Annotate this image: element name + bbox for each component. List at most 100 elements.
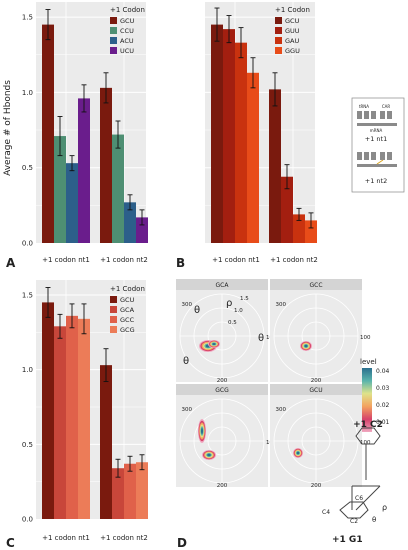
bar <box>54 326 66 519</box>
bar <box>54 136 66 243</box>
panel-a: 0.0 0.5 1.0 1.5 +1 codon nt1 +1 codon nt2 A… <box>6 2 148 270</box>
panel-a-legend-title: +1 Codon <box>110 6 145 14</box>
theta-tick: 200 <box>217 483 228 489</box>
legend-label: GCU <box>120 296 135 304</box>
polar-theta-label-left: θ <box>194 305 200 316</box>
bar <box>124 202 136 243</box>
facet-title: GCU <box>309 387 322 394</box>
level-tick: 0.02 <box>376 402 390 409</box>
legend-swatch <box>275 47 282 54</box>
legend-label: ACU <box>120 37 134 45</box>
bar <box>112 468 124 519</box>
legend-swatch <box>275 17 282 24</box>
legend-label: GCU <box>120 17 135 25</box>
panel-b: +1 codon nt1 +1 codon nt2 B +1 Codon GCU… <box>176 2 405 270</box>
panel-c-y-ticks: 0.0 0.5 1.0 1.5 <box>22 291 33 523</box>
legend-label: GCU <box>285 17 300 25</box>
c2-atom-label: C2 <box>350 518 358 525</box>
r-tick: 1.0 <box>234 308 243 314</box>
y-tick-label: 0.5 <box>22 441 33 449</box>
panel-d-facets: GCA1002003000.51.01.5GCC100200300GCG1002… <box>176 279 371 489</box>
bar <box>305 220 317 243</box>
schematic-nt1-label: +1 nt1 <box>365 135 387 143</box>
legend-swatch <box>110 296 117 303</box>
panel-a-label: A <box>6 256 16 270</box>
polar-theta-label-lower: θ <box>183 356 189 367</box>
y-tick-label: 0.0 <box>22 240 33 248</box>
bar <box>112 134 124 243</box>
density-contour <box>304 344 308 348</box>
bar <box>211 24 223 243</box>
schematic-trna-label: tRNA <box>359 104 369 109</box>
facet-title: GCA <box>216 282 230 289</box>
level-legend-title: level <box>360 358 377 366</box>
schematic-nt2-label: +1 nt2 <box>365 177 387 185</box>
theta-tick: 300 <box>276 302 287 308</box>
theta-tick: 200 <box>311 378 322 384</box>
polar-rho-label: ρ <box>226 298 232 309</box>
c2-label: +1 C2 <box>353 420 383 430</box>
panel-a-xlabel-nt1: +1 codon nt1 <box>42 256 90 264</box>
theta-label: θ <box>372 516 376 524</box>
theta-tick: 300 <box>182 407 193 413</box>
theta-tick: 200 <box>217 378 228 384</box>
panel-b-legend: GCU GUU GAU GGU <box>275 17 300 55</box>
bar <box>269 89 281 243</box>
theta-tick: 100 <box>360 440 371 446</box>
schematic-nt2-drawing <box>357 152 397 167</box>
panel-b-xlabel-nt2: +1 codon nt2 <box>270 256 318 264</box>
bar <box>100 365 112 519</box>
theta-tick: 300 <box>276 407 287 413</box>
rho-label: ρ <box>382 503 387 512</box>
panel-a-bars <box>42 9 148 244</box>
legend-label: CCU <box>120 27 134 35</box>
bar <box>66 315 78 519</box>
c2-ring <box>355 427 381 445</box>
legend-swatch <box>110 306 117 313</box>
legend-swatch <box>110 27 117 34</box>
binding-schematic: tRNA CAR mRNA +1 nt1 +1 nt2 <box>351 97 405 193</box>
legend-label: GGU <box>285 47 300 55</box>
bar <box>281 176 293 243</box>
facet-strip <box>176 279 268 290</box>
bar <box>124 463 136 519</box>
bar <box>78 318 90 519</box>
legend-label: GCC <box>120 316 135 324</box>
geometry-diagram <box>339 427 381 519</box>
bar <box>136 217 148 243</box>
facet-strip <box>176 384 268 395</box>
bar <box>235 42 247 244</box>
legend-swatch <box>275 27 282 34</box>
bar <box>100 87 112 243</box>
c4-label: C4 <box>322 509 330 516</box>
level-colorbar <box>362 368 372 432</box>
panel-a-xlabel-nt2: +1 codon nt2 <box>100 256 148 264</box>
schematic-car-label: CAR <box>382 104 391 109</box>
theta-tick: 100 <box>360 335 371 341</box>
legend-label: GAU <box>285 37 299 45</box>
legend-swatch <box>110 326 117 333</box>
density-contour <box>212 343 216 345</box>
panel-c-legend-title: +1 Codon <box>110 285 145 293</box>
facet-strip <box>270 279 362 290</box>
legend-label: GCA <box>120 306 135 314</box>
panel-b-legend-title: +1 Codon <box>275 6 310 14</box>
facet-strip <box>270 384 362 395</box>
bar <box>293 214 305 243</box>
legend-swatch <box>110 37 117 44</box>
r-tick: 0.5 <box>228 320 237 326</box>
density-contour <box>201 428 203 434</box>
bar <box>42 302 54 519</box>
rho-vector <box>355 485 381 511</box>
level-tick: 0.01 <box>376 419 390 426</box>
density-contour <box>207 453 211 457</box>
level-tick: 0.04 <box>376 368 390 375</box>
legend-label: GCG <box>120 326 135 334</box>
y-tick-label: 1.5 <box>22 291 33 299</box>
schematic-nt1-drawing <box>357 111 397 126</box>
panel-d: GCA1002003000.51.01.5GCC100200300GCG1002… <box>176 279 390 550</box>
legend-swatch <box>110 316 117 323</box>
panel-c-bars <box>42 287 148 519</box>
facet-title: GCC <box>309 282 322 289</box>
